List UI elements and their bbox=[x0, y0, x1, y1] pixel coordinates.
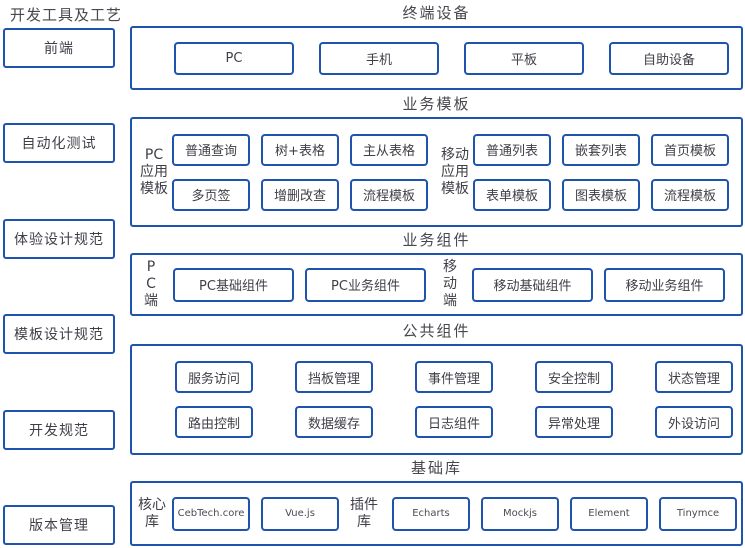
diagram-node: 流程模板 bbox=[350, 178, 428, 211]
section-title-business-templates: 业务模板 bbox=[402, 95, 471, 113]
diagram-node: 挡板管理 bbox=[295, 361, 373, 393]
left-panel-item: 前端 bbox=[3, 28, 115, 68]
group-label: 移动 应用 模板 bbox=[441, 146, 469, 197]
diagram-node: 异常处理 bbox=[535, 406, 613, 438]
left-panel-item: 开发规范 bbox=[3, 409, 115, 450]
diagram-node: 自助设备 bbox=[609, 41, 729, 75]
group-row: PC 手机 平板 自助设备 bbox=[174, 41, 729, 75]
diagram-node: 普通查询 bbox=[172, 133, 250, 166]
group-grid: PC基础组件 PC业务组件 bbox=[173, 267, 426, 302]
diagram-node: 数据缓存 bbox=[295, 406, 373, 438]
diagram-node: 日志组件 bbox=[415, 406, 493, 438]
diagram-node: 事件管理 bbox=[415, 361, 493, 393]
left-panel-items: 前端自动化测试体验设计规范 模板设计规范 开发规范版本管理 bbox=[3, 28, 115, 545]
diagram-node: 移动业务组件 bbox=[604, 267, 725, 302]
diagram-node: Element bbox=[570, 496, 648, 531]
section-common-components: 公共组件服务访问 挡板管理 事件管理 安全控制 状态管理路由控制 数据缓存 日志组件 异常处理… bbox=[130, 320, 743, 455]
diagram-node: PC业务组件 bbox=[305, 267, 426, 302]
diagram-node: 增删改查 bbox=[261, 178, 339, 211]
diagram-node: 首页模板 bbox=[651, 133, 729, 166]
group-row: 多页签 增删改查 流程模板 bbox=[172, 178, 428, 211]
section-title-base-libraries: 基础库 bbox=[410, 459, 462, 477]
group: PC 应用 模板 普通查询 树+表格 主从表格 多页签 增删改查 流程模板 bbox=[136, 133, 428, 211]
sections: 终端设备 PC 手机 平板 自助设备 业务模板 PC 应用 模板 普通查询 树+表格 主从表格 多页… bbox=[130, 2, 743, 548]
group: P C 端 PC基础组件 PC业务组件 bbox=[136, 259, 426, 310]
group-label: 核心 库 bbox=[138, 496, 166, 530]
group-grid: 移动基础组件 移动业务组件 bbox=[472, 267, 725, 302]
section-base-libraries: 基础库核心 库 CebTech.core Vue.js 插件 库 Echarts Mock… bbox=[130, 457, 743, 546]
group-label: P C 端 bbox=[144, 259, 158, 309]
diagram-node: 主从表格 bbox=[350, 133, 428, 166]
diagram-node: 流程模板 bbox=[651, 178, 729, 211]
section-business-components: 业务组件 P C 端 PC基础组件 PC业务组件 移 动 端 移动基础组件 移动业务组件 bbox=[130, 229, 743, 316]
group: 核心 库 CebTech.core Vue.js bbox=[136, 496, 339, 531]
diagram-node: PC bbox=[174, 41, 294, 75]
section-container-business-templates: PC 应用 模板 普通查询 树+表格 主从表格 多页签 增删改查 流程模板 移动 应用 模板普… bbox=[130, 117, 743, 227]
diagram-node: Tinymce bbox=[659, 496, 737, 531]
diagram-node: 嵌套列表 bbox=[562, 133, 640, 166]
diagram-node: 普通列表 bbox=[473, 133, 551, 166]
group-label: PC 应用 模板 bbox=[140, 146, 168, 197]
group-row: 移动基础组件 移动业务组件 bbox=[472, 267, 725, 302]
diagram-node: 移动基础组件 bbox=[472, 267, 593, 302]
diagram-node: Echarts bbox=[392, 496, 470, 531]
diagram-node: 树+表格 bbox=[261, 133, 339, 166]
diagram-node: 平板 bbox=[464, 41, 584, 75]
section-container-business-components: P C 端 PC基础组件 PC业务组件 移 动 端 移动基础组件 移动业务组件 bbox=[130, 253, 743, 316]
group: 移 动 端 移动基础组件 移动业务组件 bbox=[435, 259, 725, 310]
diagram-node: 外设访问 bbox=[655, 406, 733, 438]
group-grid: PC 手机 平板 自助设备 bbox=[174, 41, 729, 75]
left-panel-title: 开发工具及工艺 bbox=[10, 6, 123, 24]
group-grid: 服务访问 挡板管理 事件管理 安全控制 状态管理路由控制 数据缓存 日志组件 异常处理 外设访问 bbox=[175, 361, 733, 438]
section-title-terminal-devices: 终端设备 bbox=[402, 4, 471, 22]
group: PC 手机 平板 自助设备 bbox=[174, 41, 729, 75]
group-row: 普通列表 嵌套列表 首页模板 bbox=[473, 133, 729, 166]
section-container-terminal-devices: PC 手机 平板 自助设备 bbox=[130, 26, 743, 90]
diagram-node: Vue.js bbox=[261, 496, 339, 531]
group-label: 移 动 端 bbox=[443, 259, 457, 309]
group: 服务访问 挡板管理 事件管理 安全控制 状态管理路由控制 数据缓存 日志组件 异常处理 外设访问 bbox=[175, 361, 733, 438]
group-label: 插件 库 bbox=[350, 496, 378, 530]
group-row: CebTech.core Vue.js bbox=[172, 496, 339, 531]
group: 插件 库 Echarts Mockjs Element Tinymce bbox=[348, 496, 737, 531]
group-row: 服务访问 挡板管理 事件管理 安全控制 状态管理 bbox=[175, 361, 733, 393]
section-container-common-components: 服务访问 挡板管理 事件管理 安全控制 状态管理路由控制 数据缓存 日志组件 异常处理 外设访问 bbox=[130, 344, 743, 455]
diagram-node: 状态管理 bbox=[655, 361, 733, 393]
diagram-node: 路由控制 bbox=[175, 406, 253, 438]
diagram-node: 图表模板 bbox=[562, 178, 640, 211]
left-panel-item: 体验设计规范 bbox=[3, 218, 115, 259]
group-row: 表单模板 图表模板 流程模板 bbox=[473, 178, 729, 211]
diagram-node: Mockjs bbox=[481, 496, 559, 531]
diagram-node: 多页签 bbox=[172, 178, 250, 211]
section-title-common-components: 公共组件 bbox=[402, 322, 471, 340]
diagram-node: 手机 bbox=[319, 41, 439, 75]
left-panel-item: 模板设计规范 bbox=[3, 314, 115, 355]
group-row: 普通查询 树+表格 主从表格 bbox=[172, 133, 428, 166]
group-grid: 普通列表 嵌套列表 首页模板 表单模板 图表模板 流程模板 bbox=[473, 133, 729, 211]
group: 移动 应用 模板 普通列表 嵌套列表 首页模板 表单模板 图表模板 流程模板 bbox=[437, 133, 729, 211]
left-panel-item: 版本管理 bbox=[3, 504, 115, 545]
group-grid: CebTech.core Vue.js bbox=[172, 496, 339, 531]
group-row: 路由控制 数据缓存 日志组件 异常处理 外设访问 bbox=[175, 406, 733, 438]
diagram-node: PC基础组件 bbox=[173, 267, 294, 302]
left-panel-item: 自动化测试 bbox=[3, 123, 115, 164]
diagram-node: CebTech.core bbox=[172, 496, 250, 531]
group-grid: Echarts Mockjs Element Tinymce bbox=[392, 496, 737, 531]
section-container-base-libraries: 核心 库 CebTech.core Vue.js 插件 库 Echarts Mockjs E… bbox=[130, 481, 743, 546]
group-row: Echarts Mockjs Element Tinymce bbox=[392, 496, 737, 531]
diagram-node: 安全控制 bbox=[535, 361, 613, 393]
diagram-node: 服务访问 bbox=[175, 361, 253, 393]
section-terminal-devices: 终端设备 PC 手机 平板 自助设备 bbox=[130, 2, 743, 90]
group-grid: 普通查询 树+表格 主从表格 多页签 增删改查 流程模板 bbox=[172, 133, 428, 211]
group-row: PC基础组件 PC业务组件 bbox=[173, 267, 426, 302]
section-business-templates: 业务模板 PC 应用 模板 普通查询 树+表格 主从表格 多页签 增删改查 流程模板 移动 应用… bbox=[130, 93, 743, 227]
section-title-business-components: 业务组件 bbox=[402, 231, 471, 249]
diagram-node: 表单模板 bbox=[473, 178, 551, 211]
